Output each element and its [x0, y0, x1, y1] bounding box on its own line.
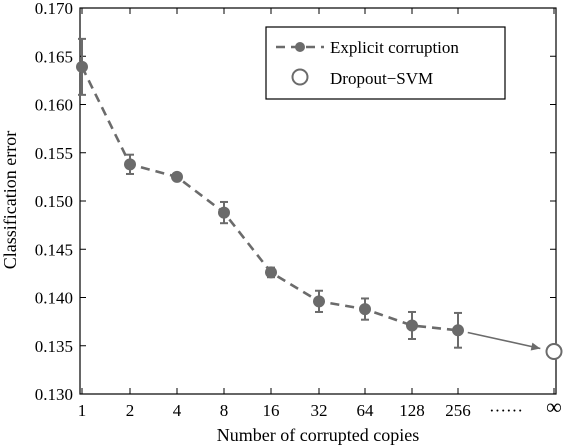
y-tick-label: 0.160 — [35, 96, 73, 115]
legend-box — [265, 26, 506, 100]
x-axis-label: Number of corrupted copies — [217, 425, 419, 445]
data-point — [313, 295, 325, 308]
legend-marker-filled — [295, 42, 305, 52]
data-point — [218, 206, 230, 219]
x-tick-label: 2 — [126, 401, 135, 420]
data-point — [265, 266, 277, 279]
y-tick-label: 0.130 — [35, 385, 73, 404]
x-tick-label: 1 — [78, 401, 87, 420]
x-tick-label: ······ — [489, 401, 523, 420]
data-point — [171, 170, 183, 183]
y-tick-label: 0.155 — [35, 144, 73, 163]
data-point — [124, 158, 136, 171]
y-tick-label: 0.145 — [35, 240, 73, 259]
series-line-explicit-corruption — [80, 66, 459, 332]
data-point — [452, 324, 464, 337]
x-tick-label: 8 — [220, 401, 229, 420]
data-point — [406, 319, 418, 332]
x-tick-label: 128 — [399, 401, 425, 420]
trend-arrow-head — [530, 342, 541, 351]
x-tick-label: 256 — [445, 401, 471, 420]
y-tick-label: 0.170 — [35, 0, 73, 18]
x-tick-label: ∞ — [546, 394, 562, 419]
data-point — [359, 303, 371, 316]
x-tick-label: 64 — [357, 401, 375, 420]
legend-marker-open — [291, 68, 309, 86]
x-tick-label: 16 — [263, 401, 280, 420]
y-tick-label: 0.150 — [35, 192, 73, 211]
trend-arrow-line — [467, 331, 541, 350]
x-tick-label: 4 — [173, 401, 182, 420]
legend-label-dropout-svm: Dropout−SVM — [330, 69, 433, 88]
x-tick-label: 32 — [311, 401, 328, 420]
data-point — [76, 60, 88, 73]
y-tick-label: 0.165 — [35, 47, 73, 66]
y-tick-label: 0.140 — [35, 289, 73, 308]
dropout-svm-point — [545, 343, 563, 361]
y-axis-label: Classification error — [0, 131, 20, 269]
legend-label-explicit-corruption: Explicit corruption — [330, 38, 459, 57]
y-tick-label: 0.135 — [35, 337, 73, 356]
